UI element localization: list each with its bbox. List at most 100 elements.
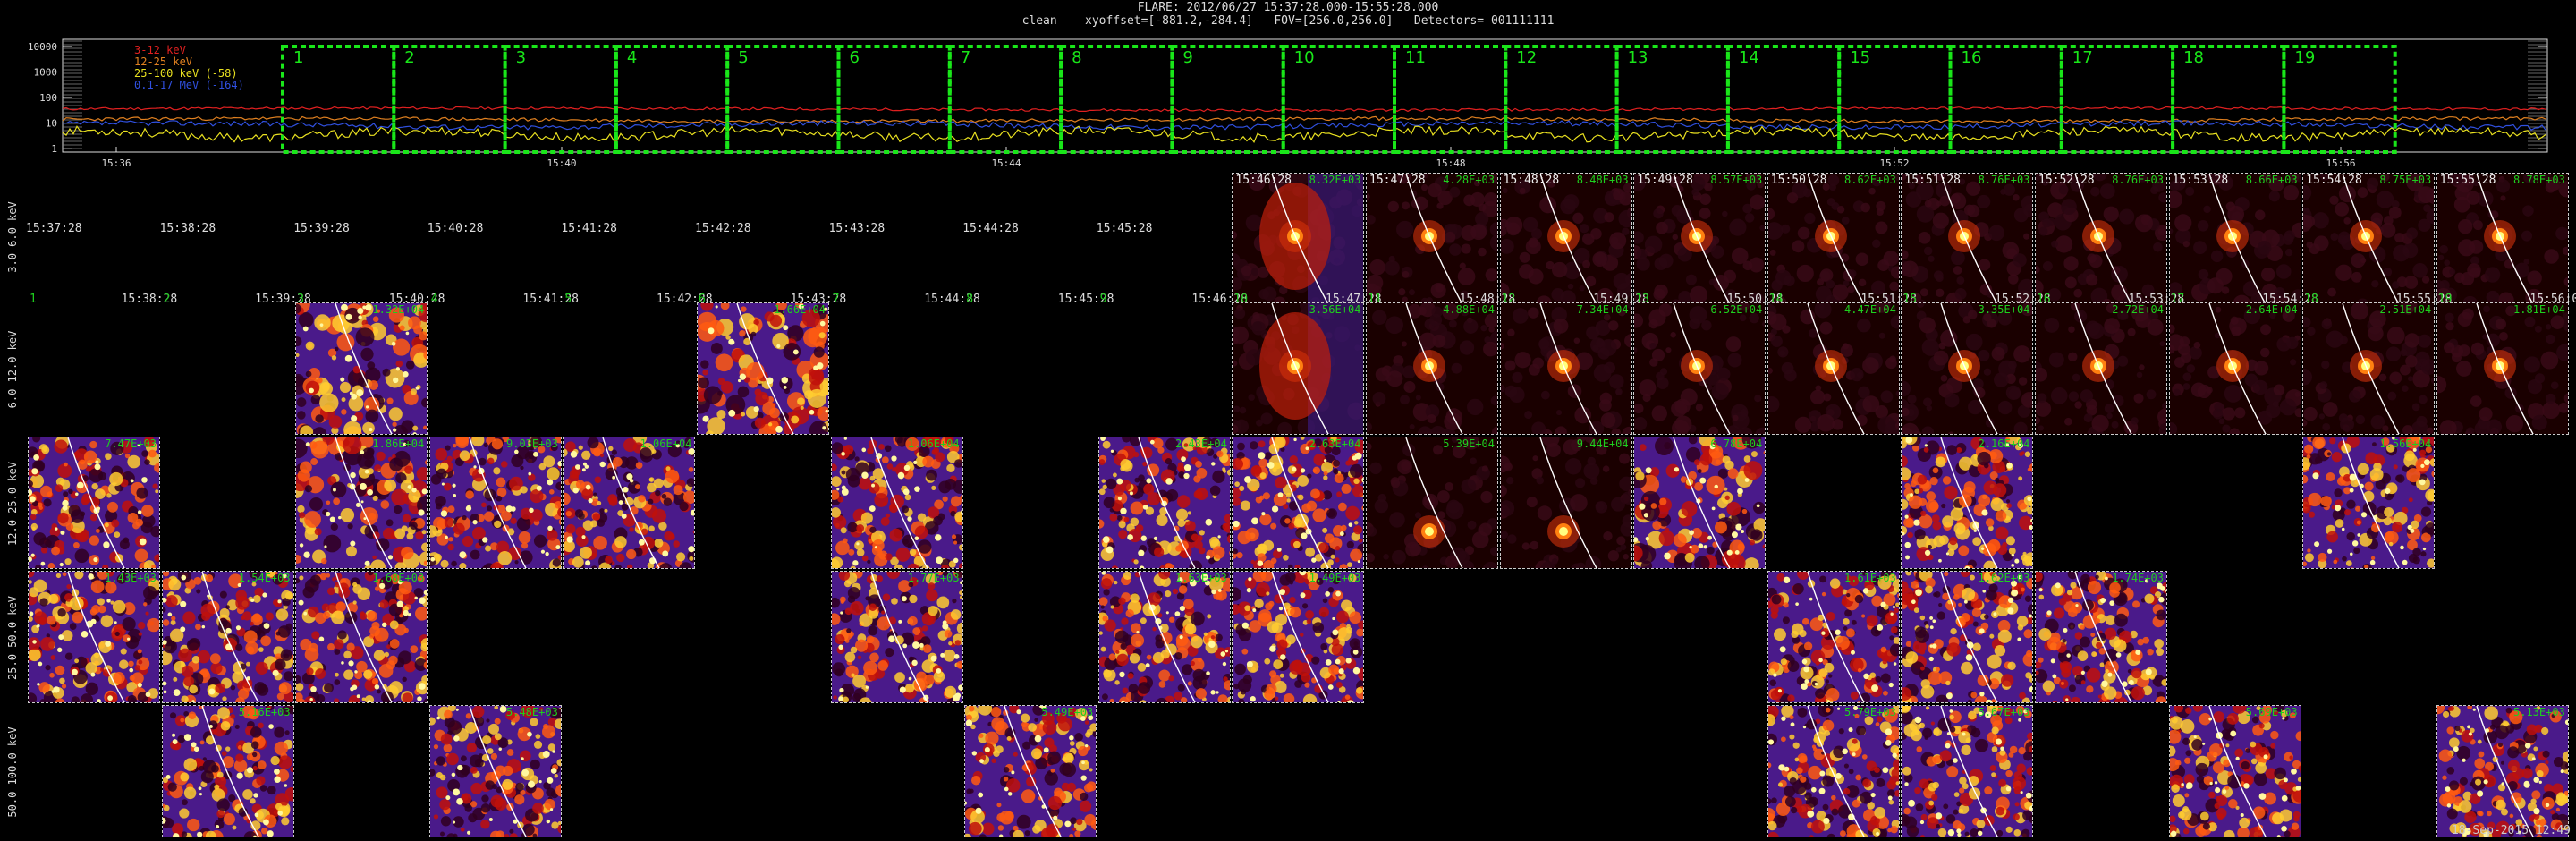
hxr-image: [2169, 303, 2301, 434]
image-cell[interactable]: 5.16E+03: [161, 705, 294, 837]
image-cell[interactable]: 1.68E+03: [295, 571, 428, 703]
peak-value: 2.63E+04: [1309, 437, 1361, 450]
legend-entry: 12-25 keV: [134, 55, 192, 68]
hxr-image: [1500, 303, 1631, 434]
peak-value: 7.34E+04: [1576, 303, 1629, 316]
hxr-image: [965, 706, 1097, 837]
image-cell[interactable]: 4.47E+04: [1767, 302, 1900, 435]
time-label: 15:44:28: [962, 222, 1019, 235]
image-cell[interactable]: 1.54E+03: [161, 571, 294, 703]
hxr-image: [1233, 572, 1364, 702]
image-cell[interactable]: 1.56E+04: [2302, 437, 2436, 569]
image-cell[interactable]: 1.43E+03: [28, 571, 160, 703]
time-label: 15:43:28: [828, 222, 886, 235]
hxr-image: [2303, 174, 2435, 304]
hxr-image: [1767, 572, 1899, 702]
cell-time: 15:47:28: [1369, 174, 1426, 187]
time-label: 15:41:28: [522, 293, 580, 306]
y-tick-label: 100: [39, 92, 57, 104]
hxr-image: [1367, 303, 1497, 434]
peak-value: 1.74E+03: [2112, 572, 2164, 584]
image-cell[interactable]: 3.56E+04: [1232, 302, 1365, 435]
image-cell[interactable]: 7.47E+03: [28, 437, 160, 569]
image-cell[interactable]: 1.61E+03: [1767, 571, 1900, 703]
image-cell[interactable]: 15:55:28 8.78E+03: [2436, 173, 2569, 305]
image-cell[interactable]: 9.44E+04: [1499, 437, 1632, 569]
hxr-image: [162, 706, 293, 837]
image-cell[interactable]: 5.13E+03: [2436, 705, 2569, 837]
image-cell[interactable]: 1.63E+03: [1097, 571, 1231, 703]
image-cell[interactable]: 1.62E+03: [1901, 571, 2034, 703]
image-cell[interactable]: 15:53:28 8.66E+03: [2168, 173, 2301, 305]
hxr-image: [1233, 303, 1364, 434]
image-cell[interactable]: 3.35E+04: [1901, 302, 2034, 435]
image-cell[interactable]: 5.67E+03: [1901, 705, 2034, 837]
hxr-image: [1500, 174, 1631, 304]
image-cell[interactable]: 15:47:28 4.28E+03: [1366, 173, 1498, 305]
image-cell[interactable]: 1.81E+04: [2436, 302, 2569, 435]
image-cell[interactable]: 5.69E+03: [2168, 705, 2301, 837]
interval-index: 9: [1099, 293, 1107, 306]
interval-number: 11: [1405, 48, 1426, 67]
image-cell[interactable]: 7.34E+04: [1499, 302, 1632, 435]
interval-number: 2: [404, 48, 414, 67]
image-cell[interactable]: 2.16E+04: [1901, 437, 2034, 569]
hxr-image: [2036, 174, 2166, 304]
image-cell[interactable]: 2.72E+04: [2035, 302, 2167, 435]
image-cell[interactable]: 15:51:28 8.76E+03: [1901, 173, 2034, 305]
hxr-image: [1902, 437, 2033, 568]
hxr-image: [1634, 174, 1766, 304]
image-cell[interactable]: 15:48:28 8.48E+03: [1499, 173, 1632, 305]
interval-index: 3: [297, 293, 305, 306]
image-cell[interactable]: 1.66E+04: [697, 302, 829, 435]
image-cell[interactable]: 5.48E+03: [428, 705, 562, 837]
cell-time: 15:53:28: [2172, 174, 2229, 187]
hxr-image: [1902, 174, 2033, 304]
legend-entry: 0.1-17 MeV (-164): [134, 79, 244, 91]
legend-entry: 25-100 keV (-58): [134, 67, 238, 80]
peak-value: 6.52E+04: [1710, 303, 1763, 316]
image-cell[interactable]: 1.74E+03: [2035, 571, 2167, 703]
energy-band-text: 6.0-12.0 keV: [6, 330, 19, 409]
image-cell[interactable]: 1.32E+04: [295, 302, 428, 435]
image-cell[interactable]: 1.77E+03: [830, 571, 963, 703]
y-tick-label: 10000: [28, 41, 57, 53]
image-cell[interactable]: 1.86E+04: [295, 437, 428, 569]
image-cell[interactable]: 6.52E+04: [1633, 302, 1767, 435]
cell-time: 15:46:28: [1235, 174, 1292, 187]
image-cell[interactable]: 9.03E+03: [428, 437, 562, 569]
image-cell[interactable]: 15:50:28 8.62E+03: [1767, 173, 1900, 305]
image-cell[interactable]: 1.49E+03: [1232, 571, 1365, 703]
peak-value: 5.67E+03: [1978, 706, 2030, 718]
image-cell[interactable]: 5.39E+04: [1366, 437, 1498, 569]
image-cell[interactable]: 2.64E+04: [2168, 302, 2301, 435]
image-cell[interactable]: 2.51E+04: [2302, 302, 2436, 435]
energy-band-label: 12.0-25.0 keV: [2, 437, 23, 571]
image-cell[interactable]: 4.88E+04: [1366, 302, 1498, 435]
energy-band-text: 3.0-6.0 keV: [6, 201, 19, 273]
image-cell[interactable]: 5.49E+03: [964, 705, 1097, 837]
image-cell[interactable]: 2.43E+04: [1097, 437, 1231, 569]
image-cell[interactable]: 15:49:28 8.57E+03: [1633, 173, 1767, 305]
peak-value: 4.28E+03: [1443, 174, 1495, 186]
hxr-image: [1634, 303, 1766, 434]
hxr-image: [2169, 174, 2301, 304]
image-cell[interactable]: 15:54:28 8.75E+03: [2302, 173, 2436, 305]
image-cell[interactable]: 15:46:28 8.32E+03: [1232, 173, 1365, 305]
hxr-image: [831, 437, 962, 568]
image-cell[interactable]: 1.06E+04: [830, 437, 963, 569]
energy-band-label: 50.0-100.0 keV: [2, 705, 23, 839]
image-cell[interactable]: 1.06E+04: [563, 437, 696, 569]
interval-number: 10: [1294, 48, 1315, 67]
peak-value: 1.77E+03: [907, 572, 960, 584]
hxr-image: [1233, 437, 1364, 568]
image-cell[interactable]: 2.63E+04: [1232, 437, 1365, 569]
image-cell[interactable]: 5.79E+03: [1767, 705, 1900, 837]
interval-number: 8: [1072, 48, 1081, 67]
interval-number: 16: [1962, 48, 1982, 67]
image-cell[interactable]: 6.78E+04: [1633, 437, 1767, 569]
hxr-image: [296, 572, 428, 702]
image-cell[interactable]: 15:52:28 8.76E+03: [2035, 173, 2167, 305]
interval-index: 4: [430, 293, 438, 306]
